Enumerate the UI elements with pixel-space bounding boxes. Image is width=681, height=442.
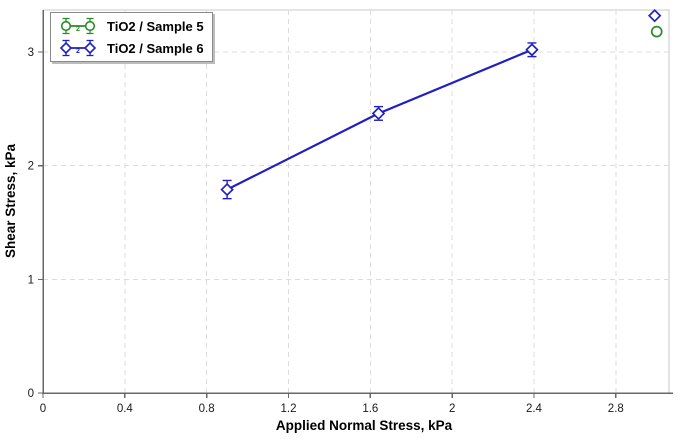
- x-tick-label: 0: [40, 403, 46, 415]
- diamond-marker: [371, 106, 386, 121]
- plot-area: 0 0.4 0.8 1.2 1.6 2 2.4 2.8 0 1 2 3: [28, 8, 673, 415]
- legend-label: TiO2 / Sample 5: [107, 18, 204, 34]
- x-tick-label: 0.4: [117, 403, 134, 415]
- axis-ticks: 0 0.4 0.8 1.2 1.6 2 2.4 2.8 0 1 2 3: [28, 47, 624, 415]
- sample-5-errorbar-marker-icon: 2: [60, 17, 96, 35]
- y-tick-label: 2: [28, 161, 34, 173]
- svg-text:2: 2: [76, 26, 80, 33]
- x-tick-label: 2.8: [608, 403, 624, 415]
- legend-item-sample-6: 2 TiO2 / Sample 6: [56, 37, 204, 59]
- x-tick-label: 2: [449, 403, 455, 415]
- x-tick-label: 0.8: [199, 403, 215, 415]
- legend-item-sample-5: 2 TiO2 / Sample 5: [56, 15, 204, 37]
- legend: 2 TiO2 / Sample 5 2 TiO2 / Sample 6: [50, 12, 213, 62]
- svg-text:2: 2: [76, 48, 80, 55]
- x-axis-title: Applied Normal Stress, kPa: [276, 418, 453, 433]
- x-tick-label: 1.2: [280, 403, 296, 415]
- diamond-marker: [220, 182, 234, 197]
- plot-frame: [42, 9, 670, 394]
- grid-lines: [43, 10, 669, 393]
- circle-marker: [650, 25, 663, 38]
- y-tick-label: 3: [28, 47, 34, 59]
- diamond-marker: [647, 8, 662, 23]
- series-0: [650, 25, 663, 38]
- y-axis-title: Shear Stress, kPa: [3, 143, 18, 258]
- legend-label: TiO2 / Sample 6: [107, 40, 204, 56]
- x-tick-label: 1.6: [362, 403, 378, 415]
- series-1: [220, 8, 662, 200]
- x-tick-label: 2.4: [526, 403, 543, 415]
- diamond-marker: [525, 43, 539, 57]
- y-tick-label: 1: [28, 274, 34, 286]
- y-tick-label: 0: [28, 388, 34, 400]
- sample-6-errorbar-marker-icon: 2: [59, 39, 97, 57]
